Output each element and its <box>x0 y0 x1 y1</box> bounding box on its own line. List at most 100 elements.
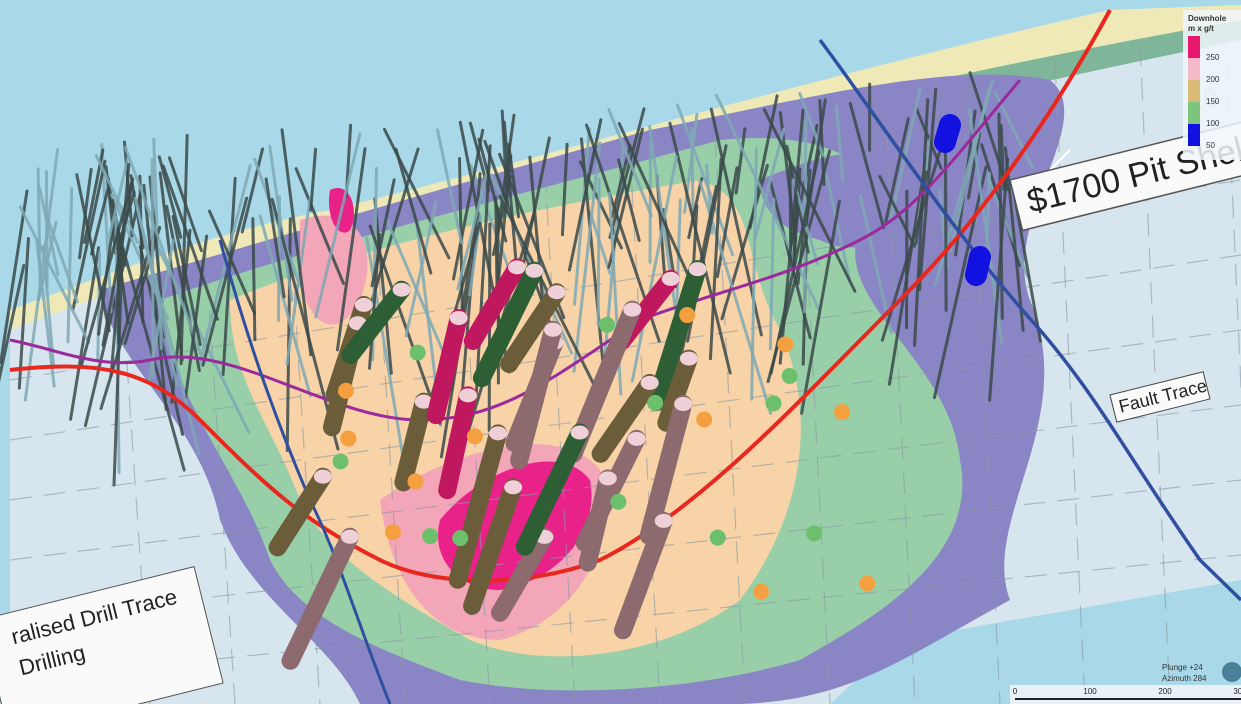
scale-label: 0 <box>1013 687 1018 696</box>
intersection-cap <box>623 302 642 317</box>
drill-hole <box>825 174 852 282</box>
drill-hole <box>167 156 203 253</box>
drill-hole <box>617 158 641 242</box>
drill-hole <box>107 157 130 239</box>
mineralised-intersections <box>268 114 991 670</box>
drill-hole <box>270 197 340 451</box>
drill-hole <box>617 122 691 280</box>
composite <box>696 411 713 428</box>
drill-hole <box>38 186 60 277</box>
drill-hole <box>469 163 512 273</box>
drill-hole <box>708 158 723 361</box>
drill-hole <box>675 103 735 257</box>
drill-hole <box>157 155 183 239</box>
drill-hole <box>161 164 219 321</box>
composite <box>679 307 696 324</box>
drill-hole <box>114 215 121 475</box>
composite <box>777 336 794 353</box>
intersection-cap <box>525 263 544 278</box>
legend-swatch <box>1188 124 1200 146</box>
drill-hole <box>932 165 988 400</box>
composite <box>709 529 726 546</box>
composite <box>599 316 616 333</box>
drill-hole <box>66 187 74 344</box>
legend: Downhole m x g/t 250 200 150 100 50 <box>1183 10 1241 160</box>
composite <box>753 583 770 600</box>
intersection-cap <box>392 282 411 297</box>
drill-hole <box>294 167 345 285</box>
drill-hole <box>572 141 602 373</box>
composite <box>859 575 876 592</box>
zone-very-high <box>329 188 592 590</box>
drill-hole <box>0 189 29 365</box>
drill-hole <box>435 128 463 245</box>
drill-hole <box>258 214 312 398</box>
intersection <box>515 423 589 556</box>
drill-hole <box>560 142 569 237</box>
intersection-cap <box>458 388 477 403</box>
composite <box>647 394 664 411</box>
drill-hole <box>101 243 123 347</box>
intersection <box>647 260 707 412</box>
intersection <box>281 527 359 670</box>
legend-label: 100 <box>1206 119 1220 128</box>
legend-label: 150 <box>1206 97 1220 106</box>
scale-label: 200 <box>1158 687 1172 696</box>
composite <box>806 525 823 542</box>
grid-line <box>9 479 1241 621</box>
intersection-cap <box>640 375 659 390</box>
intersection-cap <box>570 425 589 440</box>
grid-line <box>544 169 576 704</box>
intersection-cap <box>340 529 359 544</box>
drill-hole <box>985 171 991 236</box>
intersection-cap <box>674 397 693 412</box>
drill-hole <box>394 147 433 275</box>
grid-line <box>969 79 1001 704</box>
drill-hole <box>197 164 252 368</box>
scale-ticks: 0 100 200 300 <box>1013 687 1241 696</box>
drill-hole <box>884 117 910 224</box>
fault-trace-line <box>818 38 1241 602</box>
intersection <box>965 246 991 286</box>
legend-swatch <box>1188 36 1200 58</box>
drill-hole <box>800 199 841 415</box>
drill-hole <box>496 154 513 289</box>
intersection <box>341 280 411 364</box>
legend-label: 50 <box>1206 141 1215 150</box>
legend-subtitle: m x g/t <box>1188 24 1214 33</box>
drill-hole <box>648 124 682 341</box>
drill-hole <box>373 197 393 375</box>
intersection <box>934 114 961 153</box>
composite <box>407 473 424 490</box>
legend-swatch <box>1188 80 1200 102</box>
drill-hole <box>280 128 313 357</box>
intersection <box>438 386 477 500</box>
intersection-cap <box>547 285 566 300</box>
drill-hole <box>37 220 58 302</box>
composite <box>452 530 469 547</box>
intersection-cap <box>661 271 680 286</box>
drill-hole <box>116 190 136 251</box>
drill-hole <box>967 131 981 200</box>
intersection <box>472 261 544 388</box>
drill-hole <box>607 107 653 218</box>
drill-hole <box>184 234 209 400</box>
composite <box>466 428 483 445</box>
drill-hole <box>309 147 318 212</box>
scale-panel <box>1010 685 1241 704</box>
intersection <box>657 349 698 432</box>
intersection-cap <box>654 513 673 528</box>
drill-hole <box>943 138 948 312</box>
intersection-cap <box>627 431 646 446</box>
drill-hole <box>158 171 184 362</box>
drill-hole <box>913 97 930 347</box>
drill-hole <box>335 147 367 352</box>
intersection <box>463 258 527 350</box>
drill-hole <box>90 182 111 256</box>
drill-hole <box>607 127 644 269</box>
drill-hole <box>94 153 140 245</box>
drill-hole <box>858 194 893 335</box>
drill-hole <box>368 147 420 310</box>
composite <box>340 430 357 447</box>
